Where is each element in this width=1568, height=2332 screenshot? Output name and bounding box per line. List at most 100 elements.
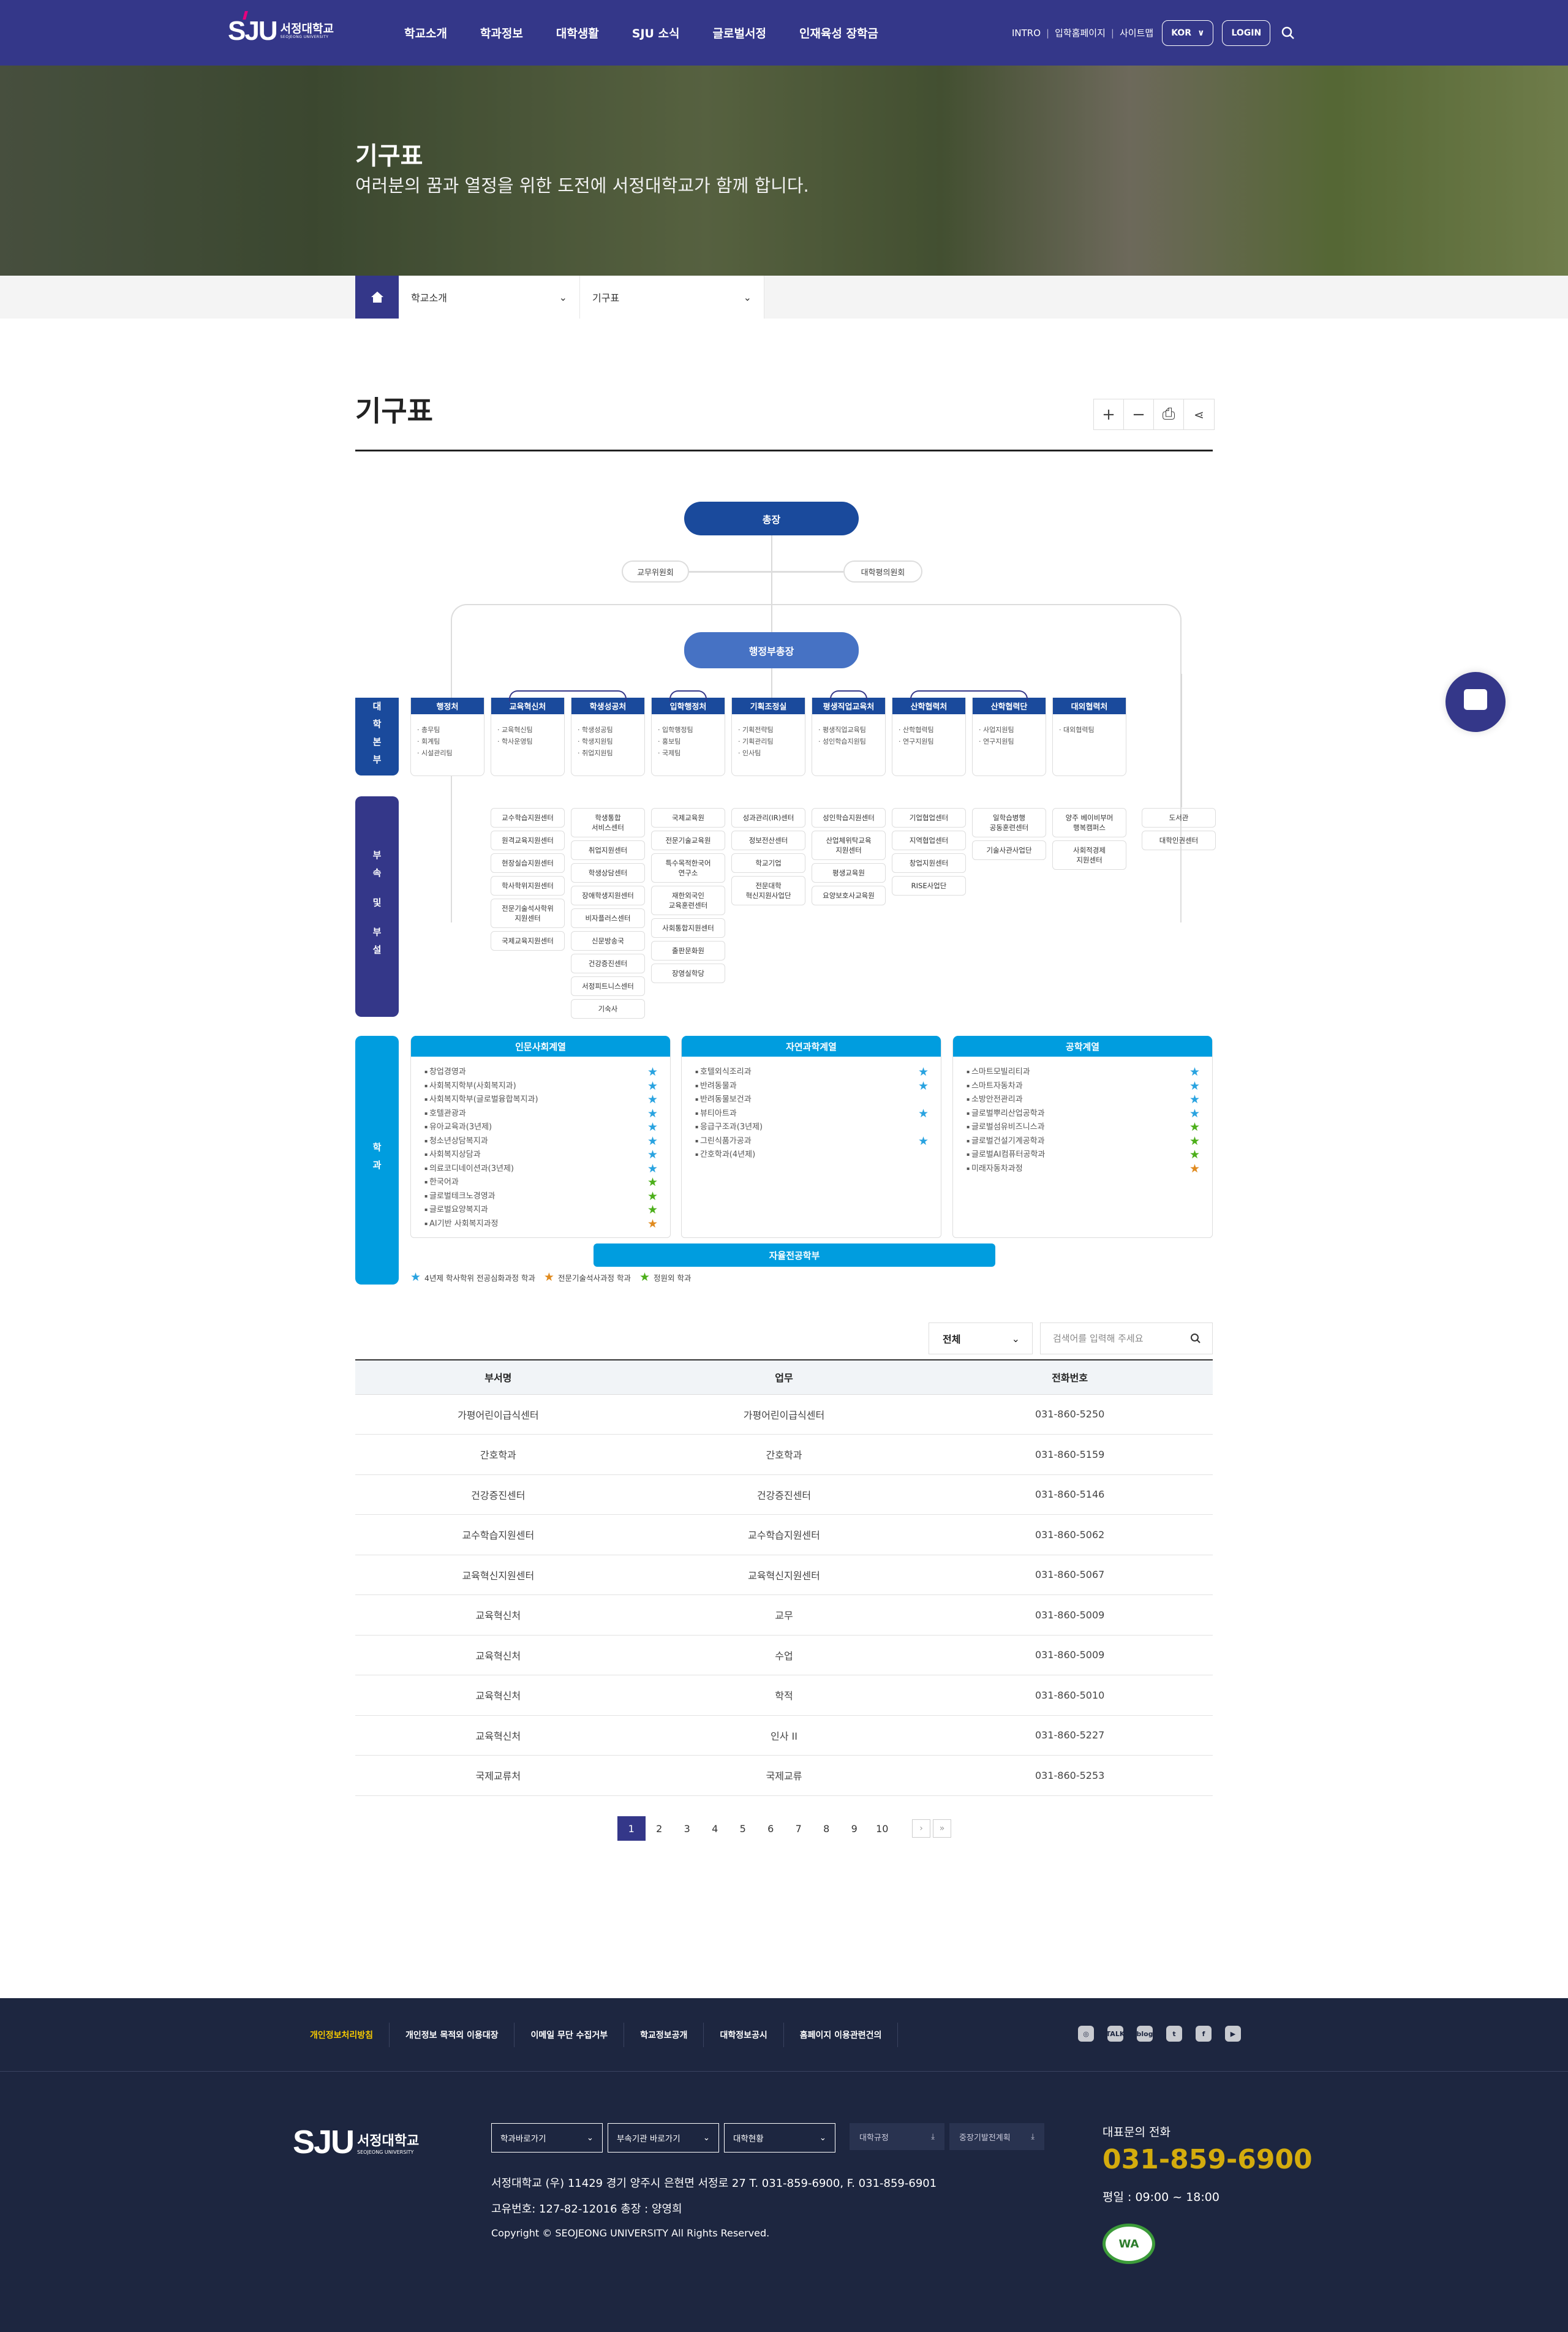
table-row[interactable]: 교육혁신지원센터 교육혁신지원센터 031-860-5067 — [355, 1555, 1213, 1595]
search-icon[interactable] — [1281, 26, 1295, 40]
table-row[interactable]: 간호학과 간호학과 031-860-5159 — [355, 1434, 1213, 1475]
table-row[interactable]: 교육혁신처 교무 031-860-5009 — [355, 1594, 1213, 1636]
intro-link[interactable]: INTRO — [1012, 27, 1041, 39]
department-item[interactable]: 한국어과 ★ — [424, 1175, 658, 1190]
affiliated-unit[interactable]: 장영실학당 — [651, 964, 725, 983]
share-icon[interactable]: ⋖ — [1194, 407, 1204, 422]
department-item[interactable]: 글로벌건설기계공학과 ★ — [967, 1134, 1200, 1149]
department-item[interactable]: 사회복지상담과 ★ — [424, 1148, 658, 1162]
node-president[interactable]: 총장 — [684, 502, 859, 535]
hq-header[interactable]: 학생성공처 — [571, 698, 644, 714]
team-item[interactable]: 연구지원팀 — [979, 736, 1046, 747]
affiliated-unit[interactable]: 지역협업센터 — [892, 831, 966, 850]
department-item[interactable]: 간호학과(4년제) — [695, 1148, 929, 1162]
affiliate-shortcut-select[interactable]: 부속기관 바로가기 ⌄ — [608, 2123, 719, 2153]
team-item[interactable]: 입학행정팀 — [658, 724, 725, 736]
department-item[interactable]: 그린식품가공과 ★ — [695, 1134, 929, 1149]
affiliated-unit[interactable]: 신문방송국 — [571, 931, 645, 951]
youtube-icon[interactable]: ▶ — [1225, 2026, 1241, 2042]
page-8[interactable]: 8 — [823, 1822, 830, 1835]
facebook-icon[interactable]: f — [1196, 2026, 1212, 2042]
hq-column[interactable]: 산학협력단사업지원팀연구지원팀 — [972, 698, 1046, 776]
university-status-select[interactable]: 대학현황 ⌄ — [724, 2123, 835, 2153]
node-vice-president[interactable]: 행정부총장 — [684, 632, 859, 668]
breadcrumb-depth2-select[interactable]: 기구표 ⌄ — [580, 276, 764, 319]
search-icon[interactable] — [1190, 1333, 1201, 1344]
dept-shortcut-select[interactable]: 학과바로가기 ⌄ — [491, 2123, 603, 2153]
department-item[interactable]: 청소년상담복지과 ★ — [424, 1134, 658, 1149]
affiliated-unit[interactable]: 원격교육지원센터 — [491, 831, 565, 850]
hq-header[interactable]: 교육혁신처 — [491, 698, 564, 714]
affiliated-unit[interactable]: 요양보호사교육원 — [812, 886, 886, 905]
hq-header[interactable]: 산학협력처 — [892, 698, 965, 714]
admission-link[interactable]: 입학홈페이지 — [1055, 28, 1106, 39]
team-item[interactable]: 회계팀 — [417, 736, 484, 747]
page-3[interactable]: 3 — [684, 1822, 690, 1835]
hq-column[interactable]: 평생직업교육처평생직업교육팀성인학습지원팀 — [812, 698, 886, 776]
nav-item[interactable]: 대학생활 — [556, 27, 599, 40]
affiliated-unit[interactable]: 학생상담센터 — [571, 863, 645, 883]
department-item[interactable]: 글로벌뿌리산업공학과 ★ — [967, 1107, 1200, 1121]
hq-column[interactable]: 대외협력처대외협력팀 — [1052, 698, 1126, 776]
department-item[interactable]: 글로벌요양복지과 ★ — [424, 1203, 658, 1217]
hq-header[interactable]: 기획조정실 — [732, 698, 805, 714]
zoom-out-icon[interactable]: − — [1124, 399, 1154, 429]
affiliated-unit[interactable]: 학생통합 서비스센터 — [571, 808, 645, 837]
hq-column[interactable]: 입학행정처입학행정팀홍보팀국제팀 — [651, 698, 725, 776]
team-item[interactable]: 학생지원팀 — [578, 736, 644, 747]
department-item[interactable]: 응급구조과(3년제) — [695, 1120, 929, 1134]
team-item[interactable]: 기획관리팀 — [738, 736, 805, 747]
footer-link[interactable]: 학교정보공개 — [624, 2022, 704, 2047]
hq-column[interactable]: 산학협력처산학협력팀연구지원팀 — [892, 698, 966, 776]
table-row[interactable]: 국제교류처 국제교류 031-860-5253 — [355, 1755, 1213, 1796]
category-select[interactable]: 전체 ⌄ — [929, 1323, 1033, 1354]
node-committee[interactable]: 대학평의원회 — [843, 560, 922, 583]
table-row[interactable]: 가평어린이급식센터 가평어린이급식센터 031-860-5250 — [355, 1394, 1213, 1435]
team-item[interactable]: 사업지원팀 — [979, 724, 1046, 736]
department-item[interactable]: 반려동물보건과 — [695, 1093, 929, 1107]
home-button[interactable] — [355, 276, 399, 319]
affiliated-unit[interactable]: 정보전산센터 — [731, 831, 805, 850]
department-item[interactable]: 스마트자동차과 ★ — [967, 1079, 1200, 1093]
department-item[interactable]: 사회복지학부(글로벌융합복지과) ★ — [424, 1093, 658, 1107]
department-item[interactable]: 호텔외식조리과 ★ — [695, 1065, 929, 1079]
department-item[interactable]: AI기반 사회복지과정 ★ — [424, 1217, 658, 1231]
table-row[interactable]: 교육혁신처 수업 031-860-5009 — [355, 1635, 1213, 1675]
footer-link[interactable]: 대학정보공시 — [704, 2022, 784, 2047]
affiliated-unit[interactable]: 건강증진센터 — [571, 954, 645, 973]
affiliated-unit[interactable]: 창업지원센터 — [892, 853, 966, 873]
plan-download-button[interactable]: 중장기발전계획 ⤓ — [949, 2123, 1044, 2150]
affiliated-unit[interactable]: RISE사업단 — [892, 876, 966, 896]
page-9[interactable]: 9 — [851, 1822, 858, 1835]
affiliated-unit[interactable]: 양주 베이비부머 행복캠퍼스 — [1052, 808, 1126, 837]
team-item[interactable]: 시설관리팀 — [417, 747, 484, 759]
page-7[interactable]: 7 — [795, 1822, 802, 1835]
department-item[interactable]: 뷰티아트과 ★ — [695, 1107, 929, 1121]
department-item[interactable]: 소방안전관리과 ★ — [967, 1093, 1200, 1107]
footer-link[interactable]: 개인정보처리방침 — [294, 2022, 390, 2047]
affiliated-unit[interactable]: 대학인권센터 — [1142, 831, 1216, 850]
department-item[interactable]: 글로벌섬유비즈니스과 ★ — [967, 1120, 1200, 1134]
team-item[interactable]: 총무팀 — [417, 724, 484, 736]
affiliated-unit[interactable]: 성인학습지원센터 — [812, 808, 886, 828]
hq-header[interactable]: 입학행정처 — [652, 698, 725, 714]
hq-column[interactable]: 기획조정실기획전략팀기획관리팀인사팀 — [731, 698, 805, 776]
team-item[interactable]: 대외협력팀 — [1059, 724, 1126, 736]
team-item[interactable]: 연구지원팀 — [899, 736, 965, 747]
next-page-button[interactable]: › — [912, 1819, 930, 1838]
search-input[interactable] — [1053, 1333, 1175, 1344]
team-item[interactable]: 인사팀 — [738, 747, 805, 759]
affiliated-unit[interactable]: 사회적경제 지원센터 — [1052, 840, 1126, 870]
page-10[interactable]: 10 — [876, 1822, 889, 1835]
department-item[interactable]: 창업경영과 ★ — [424, 1065, 658, 1079]
page-4[interactable]: 4 — [712, 1822, 718, 1835]
university-logo[interactable]: SJU 서정대학교 SEOJEONG UNIVERSITY — [228, 16, 334, 46]
page-6[interactable]: 6 — [767, 1822, 774, 1835]
page-1[interactable]: 1 — [617, 1816, 646, 1841]
affiliated-unit[interactable]: 비자플러스센터 — [571, 908, 645, 928]
affiliated-unit[interactable]: 전문기술석사학위 지원센터 — [491, 899, 565, 928]
department-item[interactable]: 반려동물과 ★ — [695, 1079, 929, 1093]
node-committee[interactable]: 교무위원회 — [622, 560, 689, 583]
affiliated-unit[interactable]: 국제교육원 — [651, 808, 725, 828]
team-item[interactable]: 학생성공팀 — [578, 724, 644, 736]
